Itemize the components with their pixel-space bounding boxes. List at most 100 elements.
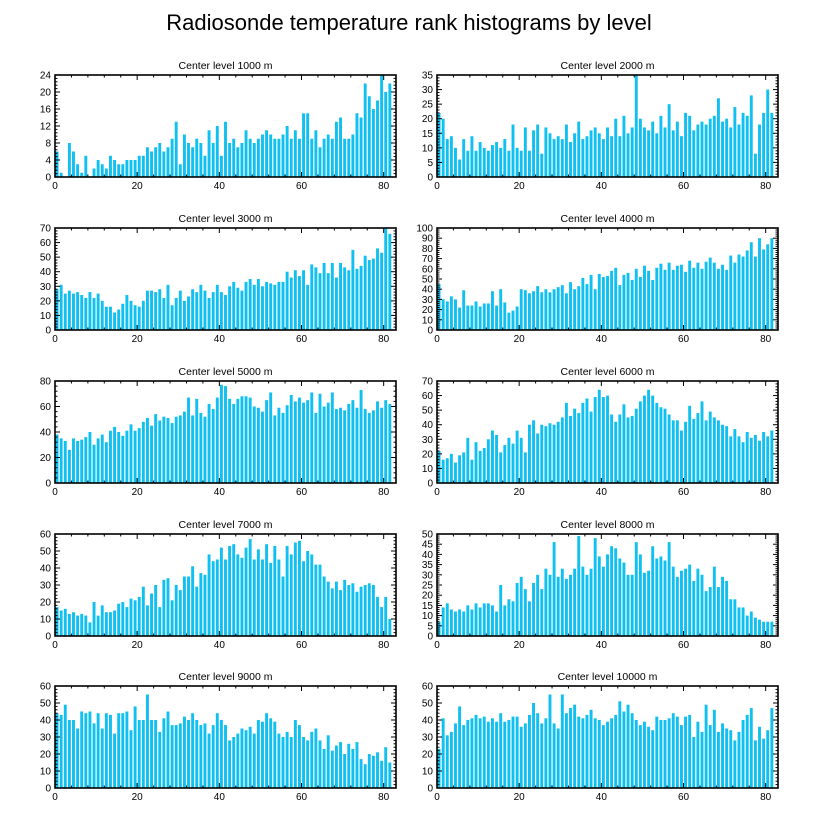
bar (630, 713, 634, 788)
bar (306, 740, 310, 788)
bar (745, 615, 749, 636)
chart-panel: Center level 2000 m 0 20 40 60 80 0 5 10 15 20 25 30… (422, 60, 779, 192)
bar (67, 449, 71, 483)
bar (92, 444, 96, 483)
bar (437, 450, 441, 483)
bar (552, 289, 556, 330)
bar (330, 138, 334, 177)
bar (252, 143, 256, 177)
y-tick-label: 10 (422, 611, 434, 622)
bar (351, 249, 355, 330)
bar (252, 406, 256, 483)
x-tick-label: 60 (678, 640, 690, 651)
bar (548, 694, 552, 788)
bar (182, 134, 186, 177)
chart-panel: Center level 9000 m 0 20 40 60 80 0 10 20 30 40 50 6… (40, 671, 397, 803)
bar (236, 398, 240, 483)
bar (289, 737, 293, 788)
bar (240, 143, 244, 177)
bar (326, 134, 330, 177)
bar (80, 439, 84, 483)
bar (454, 299, 457, 330)
bar (219, 547, 223, 636)
bar (265, 130, 269, 177)
bar (466, 437, 470, 483)
bar (376, 100, 379, 177)
bar (762, 249, 766, 330)
bar (634, 268, 638, 330)
bar (355, 591, 359, 636)
bar (696, 721, 700, 788)
bar (359, 759, 363, 788)
bar (659, 556, 663, 636)
bar (347, 743, 351, 788)
bar (141, 586, 145, 636)
bar (182, 300, 186, 330)
bar (281, 576, 285, 636)
y-tick-label: 80 (422, 244, 434, 255)
bar (104, 713, 108, 788)
bar (109, 430, 112, 483)
bar (466, 150, 470, 177)
y-tick-label: 20 (40, 750, 52, 761)
x-tick-label: 20 (132, 487, 144, 498)
bar (104, 168, 108, 177)
bar (454, 462, 457, 483)
bar (347, 138, 351, 177)
bar (236, 733, 240, 788)
bar (256, 720, 260, 788)
bar (745, 250, 749, 330)
bar (182, 716, 186, 788)
bar (758, 124, 761, 177)
bar (141, 300, 145, 330)
y-tick-label: 40 (422, 716, 434, 727)
bar (519, 726, 523, 788)
bar (622, 274, 626, 330)
bar (162, 151, 166, 177)
bar (482, 448, 486, 483)
bar (244, 396, 248, 483)
x-tick-label: 80 (760, 181, 772, 192)
bar (749, 95, 753, 177)
bar (745, 115, 749, 177)
bar (708, 725, 712, 788)
bar (191, 713, 195, 788)
bar (667, 718, 671, 788)
bar (544, 718, 548, 788)
bar (573, 568, 577, 636)
bar (199, 143, 203, 177)
bar (692, 418, 696, 483)
bar (145, 147, 149, 177)
bar (84, 713, 88, 788)
bar (302, 737, 306, 788)
bar (745, 714, 749, 788)
bar (564, 402, 568, 483)
bar (630, 415, 634, 483)
bar (532, 703, 535, 788)
x-tick-label: 80 (378, 487, 390, 498)
y-tick-label: 20 (40, 598, 52, 609)
bar (626, 574, 630, 636)
bar (470, 609, 474, 636)
bar (228, 398, 232, 483)
bar (306, 284, 310, 330)
bar (478, 718, 482, 788)
bar (622, 711, 626, 788)
bar (145, 417, 149, 483)
bar (96, 160, 100, 177)
bar (252, 284, 256, 330)
bar (770, 621, 774, 636)
bar (733, 107, 737, 177)
y-tick-label: 80 (40, 377, 52, 388)
bar (593, 127, 597, 177)
y-tick-label: 30 (422, 733, 434, 744)
bar (265, 713, 269, 788)
bar (388, 233, 392, 330)
bar (326, 581, 330, 636)
chart-title: Center level 8000 m (561, 519, 655, 531)
bar (158, 143, 162, 177)
bar (688, 405, 692, 483)
bar (758, 440, 761, 483)
y-tick-label: 50 (422, 530, 434, 541)
bar (622, 562, 626, 636)
